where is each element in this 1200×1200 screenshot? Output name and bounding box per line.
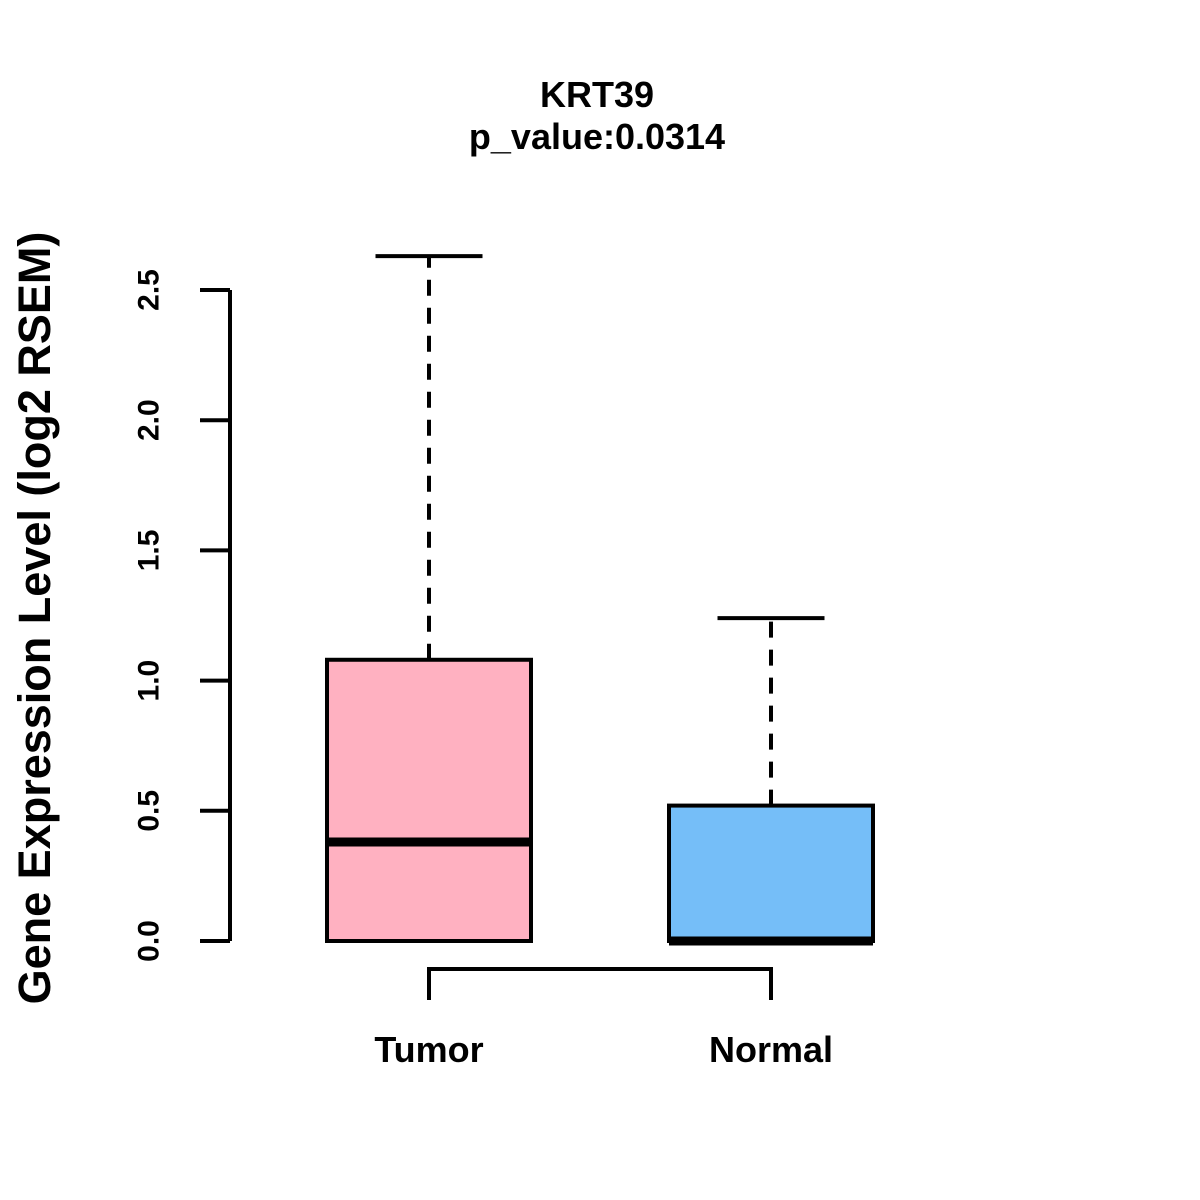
y-tick-label: 0.0 bbox=[133, 920, 166, 962]
x-category-label-normal: Normal bbox=[709, 1029, 833, 1070]
y-tick-label: 0.5 bbox=[133, 790, 166, 832]
y-tick-label: 1.0 bbox=[133, 660, 166, 702]
x-category-label-tumor: Tumor bbox=[374, 1029, 483, 1070]
box-normal bbox=[667, 803, 875, 943]
y-tick-label: 2.0 bbox=[133, 399, 166, 441]
chart-subtitle-pvalue: p_value:0.0314 bbox=[468, 116, 726, 157]
y-tick-label: 2.5 bbox=[133, 269, 166, 311]
chart-title: KRT39 bbox=[539, 74, 655, 115]
comparison-bracket bbox=[427, 967, 773, 1000]
box-tumor bbox=[325, 657, 533, 943]
y-tick-label: 1.5 bbox=[133, 530, 166, 572]
